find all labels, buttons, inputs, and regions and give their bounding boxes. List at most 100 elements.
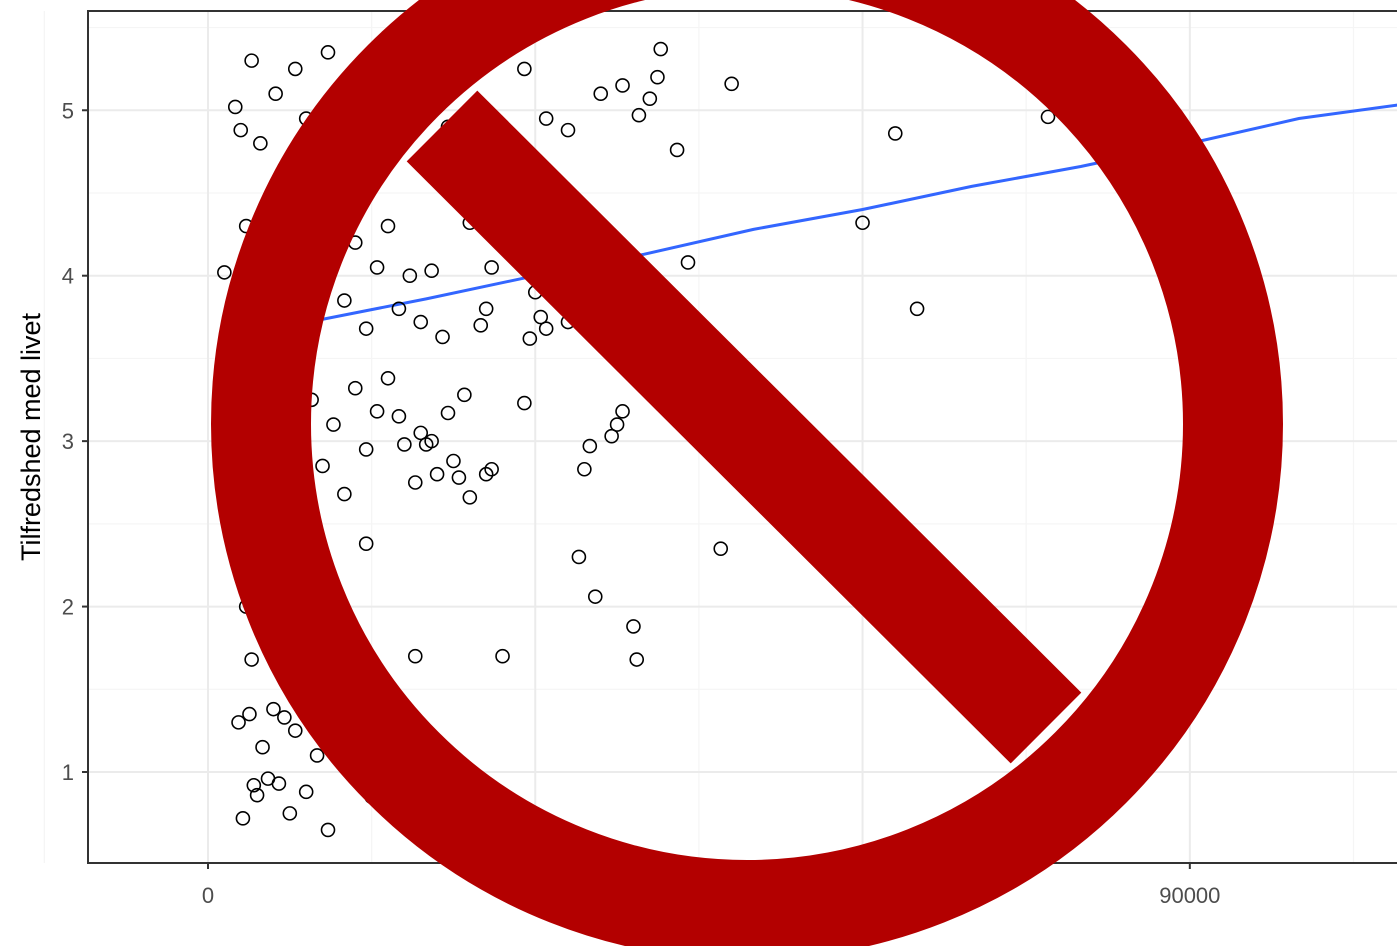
data-point [571,549,587,565]
data-point [244,53,259,68]
data-point [533,309,549,325]
data-point [282,806,298,821]
data-point [277,710,292,725]
data-point [246,777,262,793]
data-point [337,486,352,502]
data-point [407,475,423,490]
data-point [484,461,499,477]
data-point [615,78,630,93]
data-point [358,442,374,457]
data-point [724,76,739,92]
data-point [577,461,592,477]
data-point [397,437,412,452]
prohibition-ring [211,0,1283,951]
data-point [380,370,396,386]
data-point [484,260,499,275]
data-point [642,91,658,106]
data-point [560,122,576,138]
x-tick-label: 90000 [1159,883,1220,908]
y-tick-label: 2 [62,595,74,620]
data-point [669,142,685,158]
data-point [233,122,249,138]
data-point [473,318,489,333]
data-point [609,417,625,432]
prohibition-bar [406,90,1082,764]
data-point [593,86,609,102]
smooth-trend-line [229,103,1397,336]
data-point [244,652,259,667]
data-point [462,490,478,505]
data-point [626,619,641,634]
data-point [326,417,341,432]
data-point [855,215,870,231]
data-point [271,776,287,791]
data-point [517,61,532,77]
data-point [1040,109,1056,125]
data-point [380,218,396,234]
data-point [227,99,243,115]
data-point [629,652,645,667]
data-point [440,405,456,421]
y-tick-label: 4 [62,264,74,289]
data-point [369,260,385,275]
y-tick-label: 3 [62,429,74,454]
data-point [402,268,418,283]
data-point [287,61,303,77]
data-point [287,723,303,738]
data-point [315,458,330,474]
y-tick-label: 5 [62,98,74,123]
data-point [242,706,257,722]
data-point [231,715,246,730]
data-point [337,293,352,308]
data-point [435,329,450,345]
y-axis-title: Tilfredshed med livet [16,312,46,561]
data-point [358,321,374,336]
y-tick-label: 1 [62,760,74,785]
data-point [255,739,270,755]
data-point [653,41,669,57]
data-point [298,784,314,800]
data-point [604,428,619,444]
data-point [887,126,903,141]
data-point [538,321,554,336]
data-point [446,453,461,469]
data-point [451,470,467,485]
data-point [713,541,729,556]
data-point [391,301,407,317]
data-point [650,69,665,85]
data-point [538,111,554,126]
data-point [266,701,281,717]
data-point [309,748,325,763]
data-point [478,301,494,317]
data-point [391,409,407,424]
data-point [522,331,538,346]
data-point [495,648,510,664]
data-point [413,425,429,441]
data-point [680,255,696,270]
data-point [429,466,445,482]
data-point [249,787,265,803]
data-point [615,404,630,419]
data-point [268,86,283,102]
data-point [517,395,532,411]
prohibition-sign-icon [211,0,1283,951]
data-point [424,433,439,449]
data-point [320,45,336,60]
data-point [253,136,268,151]
smooth-layer [229,103,1397,336]
data-point [424,263,439,279]
data-point [358,536,374,552]
data-point [478,466,494,482]
data-point [413,314,429,330]
data-point [217,265,232,280]
data-point [407,648,423,664]
data-point [582,438,598,454]
data-point [369,404,385,419]
data-point [320,822,336,838]
data-point [235,811,251,826]
data-point [457,387,472,403]
data-point [631,107,647,123]
data-point [587,589,603,604]
